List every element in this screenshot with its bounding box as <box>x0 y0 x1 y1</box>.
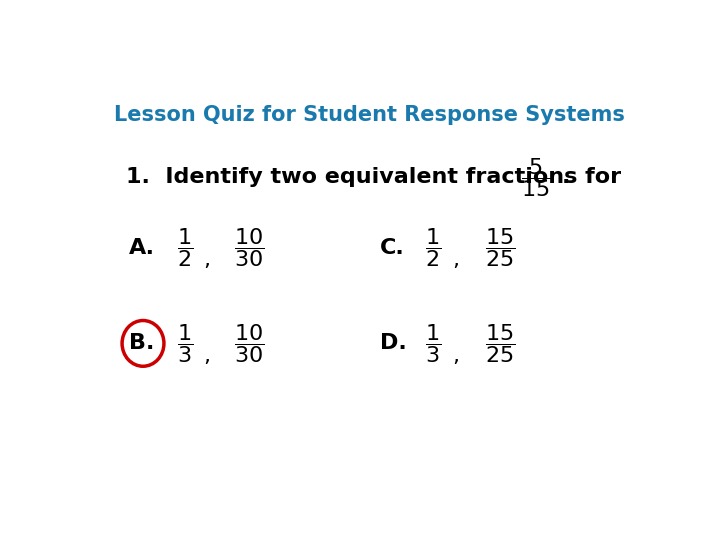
Text: C.: C. <box>380 238 405 258</box>
Text: $\dfrac{5}{15}$: $\dfrac{5}{15}$ <box>521 156 552 199</box>
Text: $\dfrac{15}{25}$: $\dfrac{15}{25}$ <box>485 226 516 269</box>
Text: ,: , <box>452 346 459 366</box>
Text: $\dfrac{1}{3}$: $\dfrac{1}{3}$ <box>177 322 193 365</box>
Text: $\dfrac{1}{2}$: $\dfrac{1}{2}$ <box>425 226 441 269</box>
Text: D.: D. <box>380 333 407 353</box>
Text: $\dfrac{1}{3}$: $\dfrac{1}{3}$ <box>425 322 441 365</box>
Text: $\dfrac{1}{2}$: $\dfrac{1}{2}$ <box>177 226 193 269</box>
Text: ,: , <box>204 346 211 366</box>
Text: ,: , <box>204 250 211 270</box>
Text: $\dfrac{10}{30}$: $\dfrac{10}{30}$ <box>234 322 264 365</box>
Text: B.: B. <box>129 333 154 353</box>
Text: ,: , <box>452 250 459 270</box>
Text: 1.  Identify two equivalent fractions for: 1. Identify two equivalent fractions for <box>126 167 621 187</box>
Text: $\dfrac{10}{30}$: $\dfrac{10}{30}$ <box>234 226 264 269</box>
Text: Lesson Quiz for Student Response Systems: Lesson Quiz for Student Response Systems <box>114 105 624 125</box>
Text: .: . <box>562 167 570 187</box>
Text: A.: A. <box>129 238 155 258</box>
Text: $\dfrac{15}{25}$: $\dfrac{15}{25}$ <box>485 322 516 365</box>
